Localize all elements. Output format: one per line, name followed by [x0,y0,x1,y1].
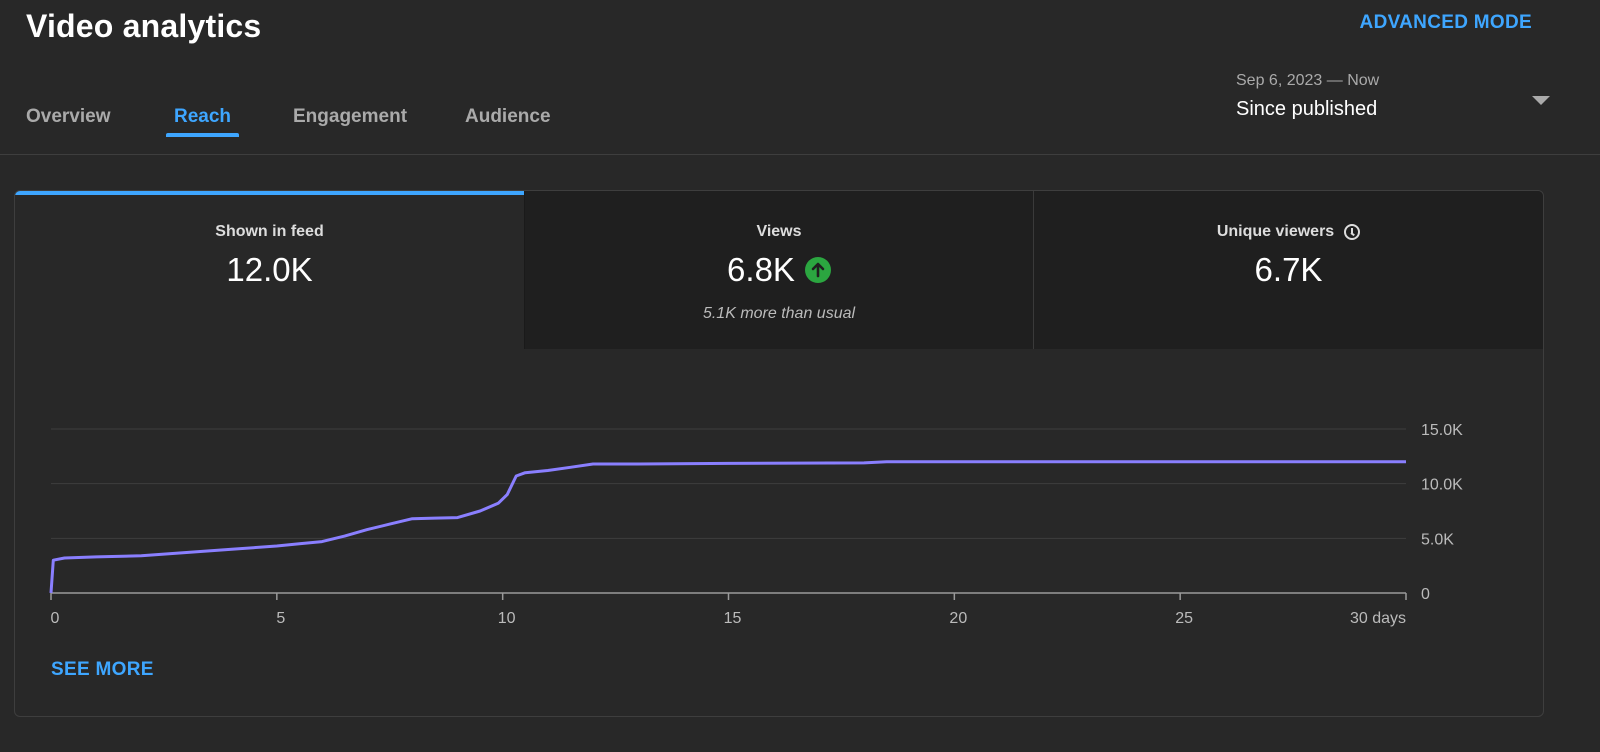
metric-value: 12.0K [226,251,313,288]
tab-reach-label: Reach [174,106,232,127]
metric-views[interactable]: Views 6.8K 5.1K more than usual [524,191,1033,349]
metric-name: Views [756,223,802,240]
metric-value: 6.8K [727,251,795,288]
metric-value: 6.7K [1254,251,1323,288]
date-range-text: Sep 6, 2023 — Now [1236,72,1380,89]
x-tick-label: 15 [724,610,742,627]
metric-unique-viewers[interactable]: Unique viewers 6.7K [1033,191,1543,349]
metric-tabs: Shown in feed 12.0K Views 6.8K 5.1K more… [15,191,1543,349]
y-tick-label: 5.0K [1421,531,1454,548]
header-divider [0,154,1600,155]
series-line [49,460,1406,594]
tab-engagement-label: Engagement [293,106,408,127]
tab-overview[interactable]: Overview [26,98,111,136]
tab-engagement[interactable]: Engagement [293,98,407,136]
analytics-card: Shown in feed 12.0K Views 6.8K 5.1K more… [14,190,1544,717]
advanced-mode-button[interactable]: ADVANCED MODE [1359,12,1532,33]
clock-icon [1344,224,1361,240]
metric-shown-in-feed[interactable]: Shown in feed 12.0K [15,191,524,349]
x-tick-label: 30 days [1350,610,1406,627]
x-tick-label: 10 [498,610,516,627]
tab-reach[interactable]: Reach [166,98,240,137]
active-tab-indicator [166,133,240,137]
metric-note: 5.1K more than usual [702,305,856,322]
date-range-label: Since published [1236,98,1378,120]
date-range-selector[interactable]: Sep 6, 2023 — Now Since published [1236,72,1379,121]
chevron-down-icon[interactable] [1532,96,1550,105]
y-tick-label: 10.0K [1421,477,1463,494]
see-more-button[interactable]: SEE MORE [51,659,154,680]
metric-name: Unique viewers [1216,223,1335,240]
x-tick-label: 0 [51,610,60,627]
arrow-up-icon [804,257,831,283]
metric-name: Shown in feed [215,223,324,240]
reach-line-chart: 0 5.0K 10.0K 15.0K 0 5 10 15 20 25 30 days [49,422,1463,627]
selected-metric-indicator [15,191,524,195]
x-tick-label: 5 [276,610,285,627]
tab-audience-label: Audience [465,106,551,127]
page-title: Video analytics [26,8,262,44]
x-tick-label: 20 [949,610,967,627]
tab-overview-label: Overview [26,106,111,127]
x-tick-label: 25 [1175,610,1193,627]
y-tick-label: 15.0K [1421,422,1463,439]
y-tick-label: 0 [1421,586,1430,603]
tab-audience[interactable]: Audience [465,98,551,136]
